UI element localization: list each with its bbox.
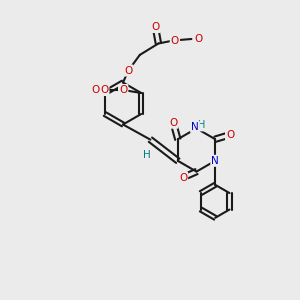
Text: H: H xyxy=(143,150,151,160)
Text: O: O xyxy=(119,85,127,95)
Text: O: O xyxy=(100,85,108,95)
Text: O: O xyxy=(124,65,133,76)
Text: O: O xyxy=(195,34,203,44)
Text: N: N xyxy=(211,156,219,166)
Text: O: O xyxy=(151,22,160,32)
Text: H: H xyxy=(198,120,206,130)
Text: O: O xyxy=(169,118,177,128)
Text: O: O xyxy=(171,35,179,46)
Text: O: O xyxy=(91,85,99,95)
Text: O: O xyxy=(226,130,234,140)
Text: O: O xyxy=(179,172,187,183)
Text: N: N xyxy=(191,122,199,132)
